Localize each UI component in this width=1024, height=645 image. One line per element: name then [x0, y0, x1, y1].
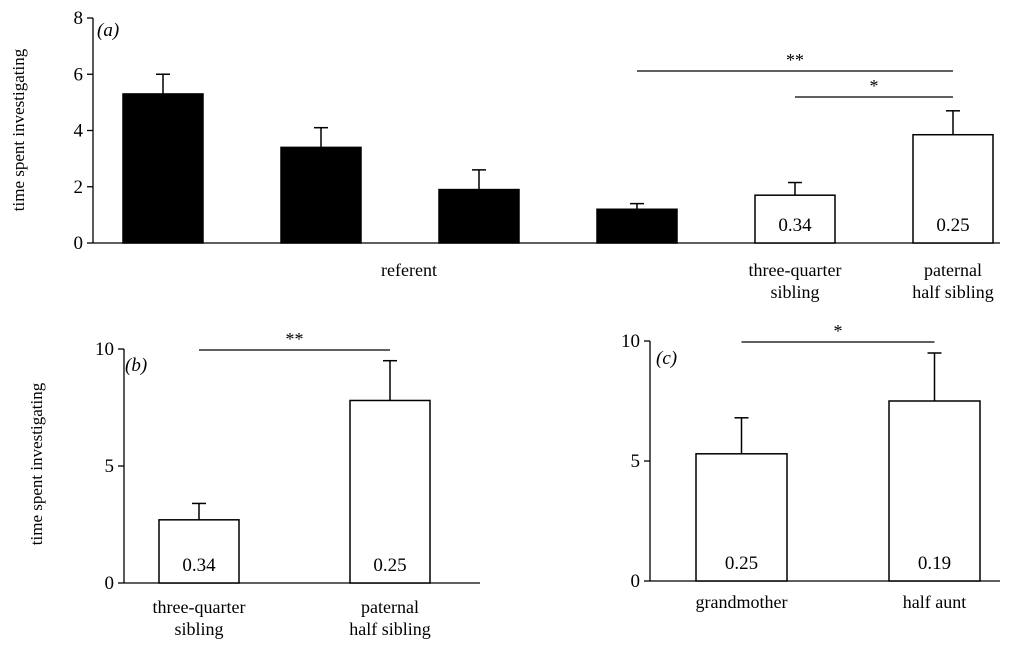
significance-marker: **	[286, 329, 304, 349]
y-tick-label: 6	[74, 64, 84, 85]
category-label: three-quarter sibling	[153, 597, 246, 639]
bar	[888, 400, 981, 582]
panel-a: 0 2 4 6 8 time spent investigating (a) 0.34 0.25…	[9, 8, 1000, 302]
y-tick-label: 10	[621, 331, 640, 352]
group-label: three-quarter sibling	[749, 260, 842, 302]
category-label: half aunt	[903, 592, 966, 612]
y-tick-label: 0	[74, 233, 84, 254]
significance-marker: *	[834, 321, 843, 341]
category-label: grandmother	[696, 592, 788, 612]
bar-value-label: 0.25	[936, 215, 969, 236]
significance-marker: *	[870, 76, 879, 96]
y-tick-label: 0	[631, 571, 641, 592]
panel-label: (c)	[656, 348, 677, 369]
bar-value-label: 0.25	[725, 553, 758, 574]
bar-value-label: 0.25	[373, 555, 406, 576]
bar	[596, 208, 678, 244]
group-label: paternal half sibling	[912, 260, 994, 302]
bar	[438, 188, 520, 244]
significance-marker: **	[786, 50, 804, 70]
y-axis-title: time spent investigating	[27, 382, 46, 545]
bar	[122, 93, 204, 244]
y-tick-label: 0	[105, 573, 115, 594]
y-axis-title: time spent investigating	[9, 48, 28, 211]
y-tick-label: 5	[631, 451, 641, 472]
bar	[912, 133, 994, 244]
group-label: referent	[381, 260, 437, 280]
panel-c: 0 5 10 (c) 0.25 0.19 * grandmother half aunt	[621, 321, 1000, 612]
panel-label: (a)	[97, 20, 119, 41]
category-label: paternal half sibling	[349, 597, 431, 639]
bar-value-label: 0.34	[778, 215, 812, 236]
bar	[158, 519, 240, 584]
bar	[280, 146, 362, 244]
y-tick-label: 5	[105, 456, 115, 477]
y-tick-label: 8	[74, 8, 84, 29]
bar	[349, 399, 431, 584]
y-tick-label: 2	[74, 177, 84, 198]
bar-value-label: 0.34	[182, 555, 216, 576]
y-tick-label: 4	[74, 121, 84, 142]
panel-label: (b)	[125, 355, 147, 376]
y-tick-label: 10	[95, 339, 114, 360]
bar	[754, 194, 836, 244]
bar-value-label: 0.19	[918, 553, 951, 574]
bar	[695, 453, 788, 582]
panel-b: 0 5 10 time spent investigating (b) 0.34 0.25 *…	[27, 329, 480, 639]
